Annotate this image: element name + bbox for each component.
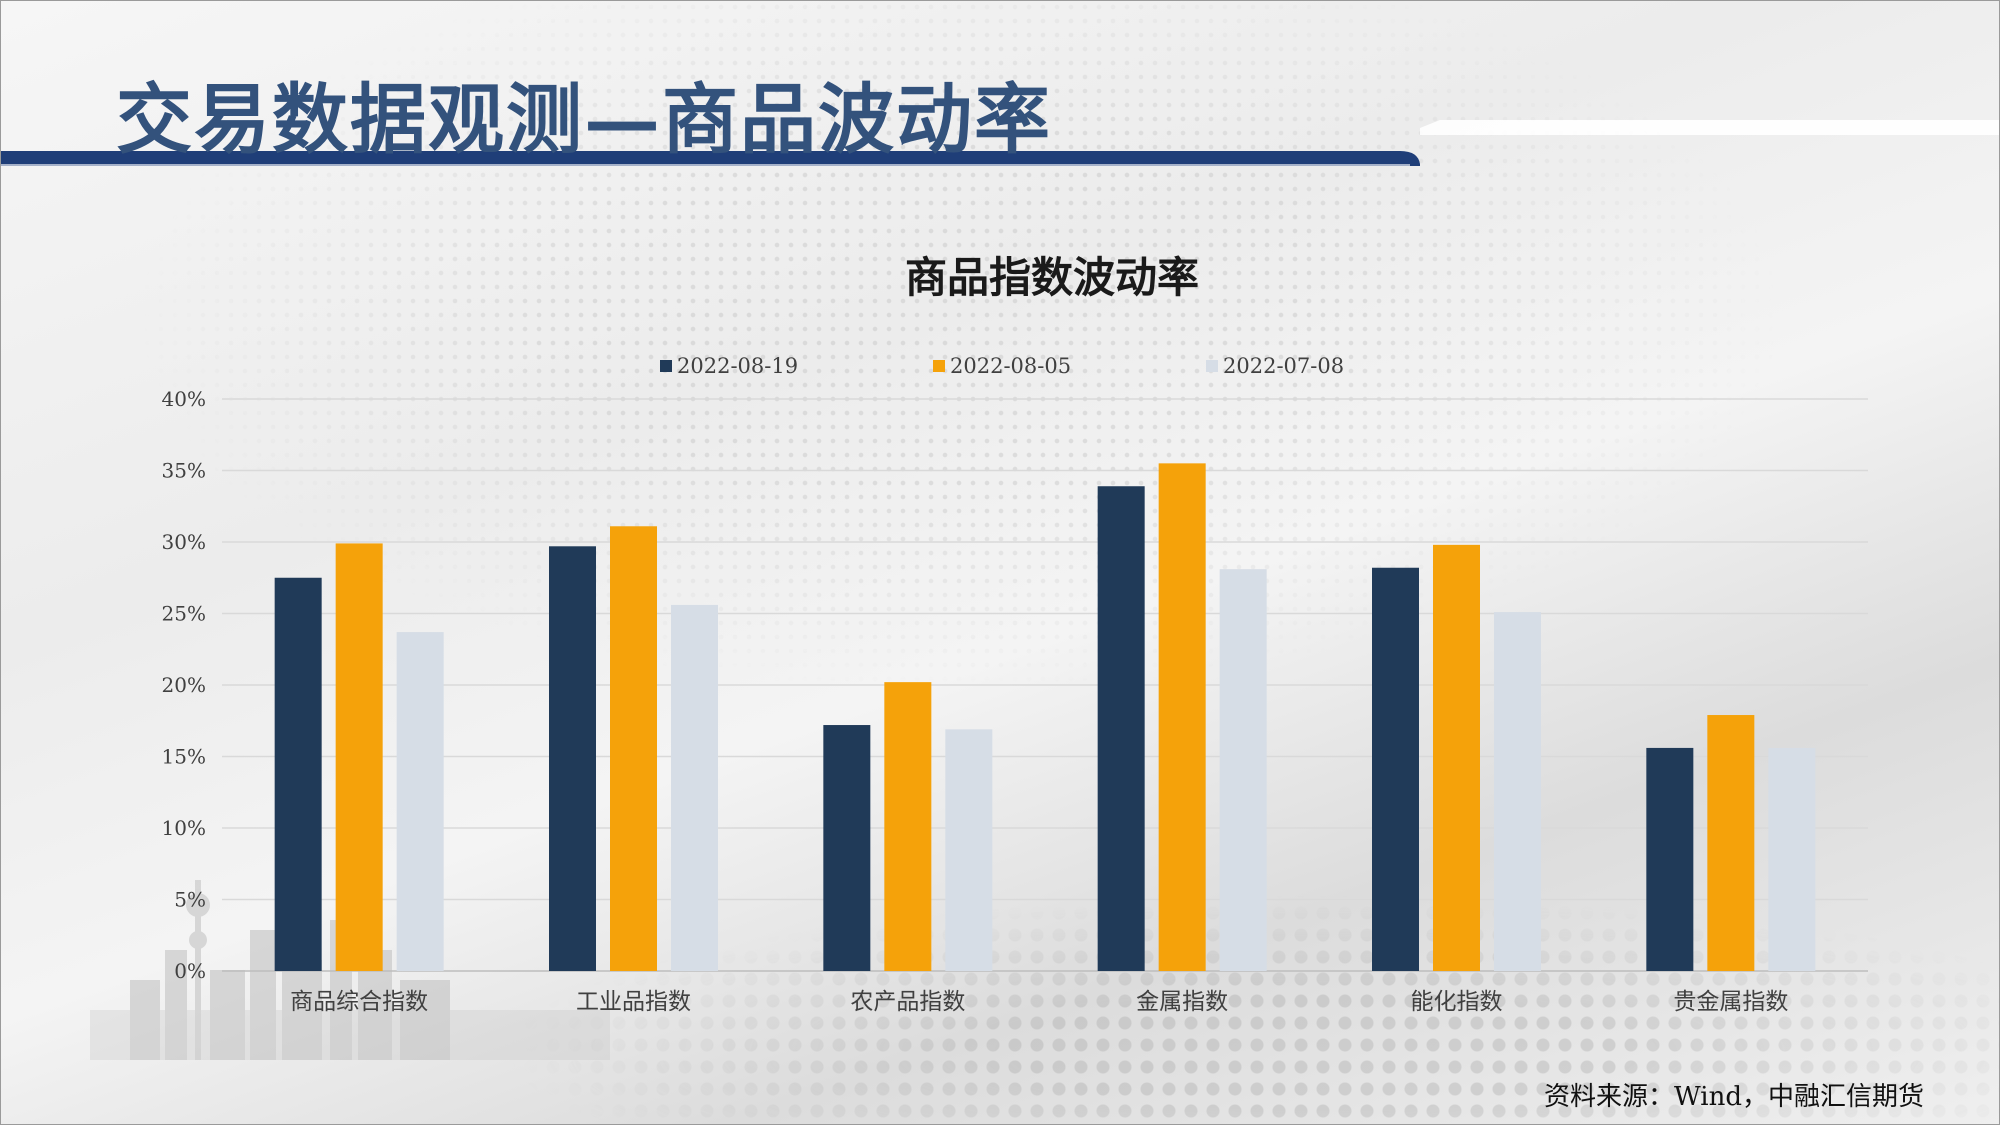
bar <box>1494 612 1541 971</box>
y-tick-label: 0% <box>174 959 206 983</box>
legend-swatch <box>1206 360 1218 372</box>
bar <box>1372 567 1419 971</box>
bar <box>1768 747 1816 971</box>
legend-label: 2022-08-19 <box>677 354 798 378</box>
y-tick-label: 15% <box>162 745 206 769</box>
bar <box>1707 715 1755 971</box>
x-tick-label: 金属指数 <box>1136 989 1228 1015</box>
legend-swatch <box>933 360 945 372</box>
chart-title: 商品指数波动率 <box>905 253 1199 302</box>
page-title: 交易数据观测—商品波动率 <box>116 75 1052 164</box>
y-tick-label: 10% <box>162 816 206 840</box>
y-tick-label: 35% <box>162 459 206 483</box>
bar <box>1219 569 1267 971</box>
y-axis: 0% 5% 10% 15% 20% 25% 30% 35% 40% <box>162 387 206 983</box>
bar <box>1646 747 1694 971</box>
gridlines <box>222 398 1868 972</box>
x-axis: 商品综合指数 工业品指数 农产品指数 金属指数 能化指数 贵金属指数 <box>290 989 1788 1015</box>
bar <box>945 729 993 971</box>
bar <box>1433 544 1480 971</box>
bar <box>610 526 657 971</box>
bar <box>884 682 932 971</box>
bar <box>396 632 444 971</box>
x-tick-label: 能化指数 <box>1411 989 1503 1015</box>
bar <box>549 546 596 971</box>
bar <box>335 543 383 971</box>
header-banner <box>0 120 2000 166</box>
y-tick-label: 5% <box>174 888 206 912</box>
bar <box>671 604 718 971</box>
legend-label: 2022-08-05 <box>950 354 1071 378</box>
city-skyline-decoration <box>90 880 610 1060</box>
bars <box>274 463 1816 971</box>
y-tick-label: 40% <box>162 387 206 411</box>
y-tick-label: 25% <box>162 602 206 626</box>
y-tick-label: 30% <box>162 530 206 554</box>
bar <box>1158 463 1206 971</box>
legend-swatch <box>660 360 672 372</box>
x-tick-label: 商品综合指数 <box>290 989 428 1015</box>
bar <box>274 577 322 971</box>
y-tick-label: 20% <box>162 673 206 697</box>
x-tick-label: 贵金属指数 <box>1673 989 1788 1015</box>
source-note: 资料来源：Wind，中融汇信期货 <box>1544 1082 1924 1112</box>
x-tick-label: 工业品指数 <box>576 989 691 1015</box>
bar <box>1097 486 1145 971</box>
legend-label: 2022-07-08 <box>1223 354 1344 378</box>
x-tick-label: 农产品指数 <box>850 989 965 1015</box>
legend: 2022-08-19 2022-08-05 2022-07-08 <box>660 354 1344 378</box>
bar <box>823 725 871 971</box>
